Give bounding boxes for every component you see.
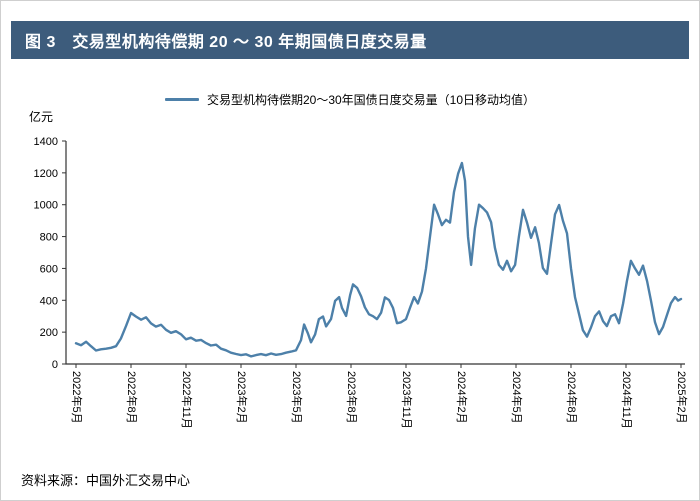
svg-text:1200: 1200 [34, 168, 58, 180]
svg-text:0: 0 [52, 359, 58, 371]
y-axis-unit-label: 亿元 [29, 110, 54, 124]
svg-text:2024年5月: 2024年5月 [510, 371, 524, 424]
source-note: 资料来源：中国外汇交易中心 [21, 473, 191, 488]
svg-text:2025年2月: 2025年2月 [675, 371, 689, 424]
figure-title: 图 3 交易型机构待偿期 20 ～ 30 年期国债日度交易量 [25, 34, 427, 51]
svg-text:2024年8月: 2024年8月 [565, 371, 579, 424]
legend-line-marker [164, 98, 199, 101]
svg-text:2023年11月: 2023年11月 [400, 371, 414, 429]
svg-text:2024年11月: 2024年11月 [620, 371, 634, 429]
legend-label: 交易型机构待偿期20～30年国债日度交易量（10日移动均值） [206, 93, 536, 107]
svg-text:2022年11月: 2022年11月 [180, 371, 194, 429]
svg-text:1400: 1400 [34, 136, 58, 148]
svg-text:2023年2月: 2023年2月 [235, 371, 249, 424]
svg-text:1000: 1000 [34, 200, 58, 212]
svg-text:2022年8月: 2022年8月 [125, 371, 139, 424]
chart-legend: 交易型机构待偿期20～30年国债日度交易量（10日移动均值） [1, 91, 699, 108]
figure-title-bar: 图 3 交易型机构待偿期 20 ～ 30 年期国债日度交易量 [11, 21, 689, 59]
svg-text:400: 400 [40, 295, 58, 307]
svg-text:2023年8月: 2023年8月 [345, 371, 359, 424]
svg-text:2024年2月: 2024年2月 [455, 371, 469, 424]
svg-text:2022年5月: 2022年5月 [70, 371, 84, 424]
svg-text:600: 600 [40, 263, 58, 275]
svg-text:2023年5月: 2023年5月 [290, 371, 304, 424]
svg-text:200: 200 [40, 327, 58, 339]
svg-text:800: 800 [40, 232, 58, 244]
